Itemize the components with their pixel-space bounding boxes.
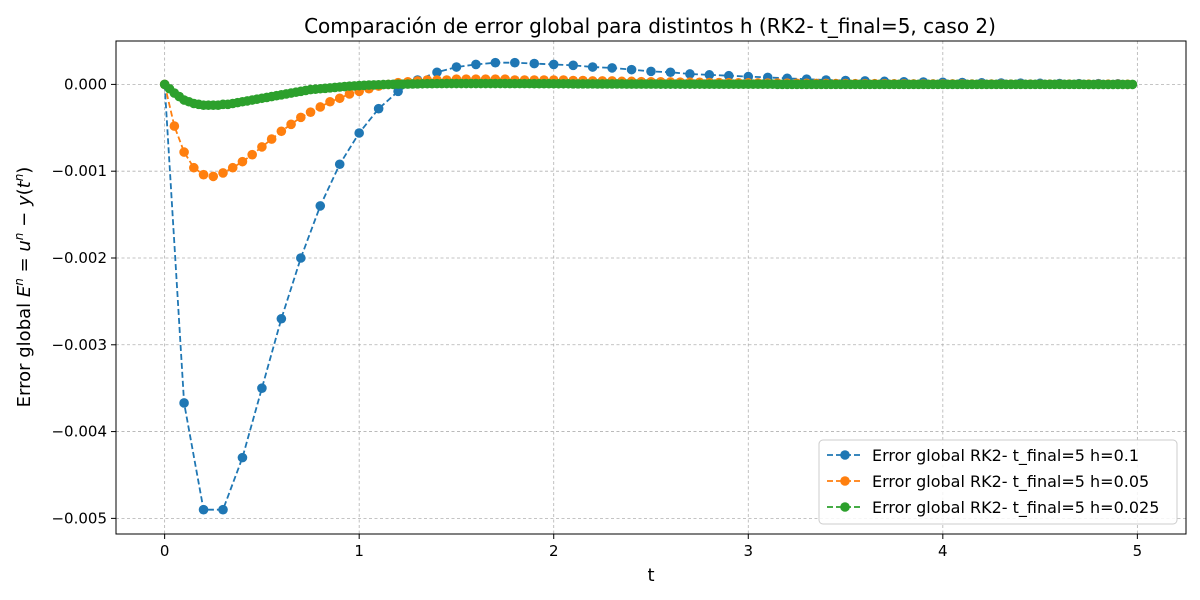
- data-point: [432, 67, 442, 78]
- y-axis-label-minus: −: [14, 206, 35, 233]
- x-tick-label: 1: [354, 542, 364, 560]
- legend-marker: [840, 450, 850, 460]
- series-2: [159, 78, 1138, 111]
- legend-label: Error global RK2- t_final=5 h=0.025: [872, 498, 1159, 518]
- data-point: [218, 504, 228, 515]
- data-point: [218, 168, 228, 178]
- x-tick-label: 5: [1133, 542, 1143, 560]
- data-point: [724, 70, 734, 81]
- legend-label: Error global RK2- t_final=5 h=0.1: [872, 446, 1139, 466]
- data-point: [626, 64, 637, 75]
- data-point: [315, 102, 326, 112]
- data-point: [548, 59, 559, 70]
- data-point: [237, 156, 248, 167]
- x-axis-label: t: [647, 565, 654, 586]
- legend: Error global RK2- t_final=5 h=0.1 Error g…: [818, 439, 1178, 525]
- data-point: [344, 89, 355, 99]
- y-tick-label: −0.004: [51, 423, 107, 441]
- data-point: [198, 504, 209, 515]
- x-tick-label: 0: [160, 542, 170, 560]
- y-axis-label-paren-open: (: [14, 188, 35, 195]
- data-point: [227, 162, 238, 173]
- data-point: [179, 398, 189, 408]
- y-axis-label-E: E: [14, 285, 35, 297]
- legend-item: Error global RK2- t_final=5 h=0.05: [827, 472, 1149, 492]
- data-point: [266, 134, 277, 144]
- legend-marker: [840, 476, 850, 486]
- data-point: [198, 169, 209, 180]
- data-point: [276, 126, 287, 137]
- data-point: [568, 60, 578, 71]
- legend-box: [818, 439, 1178, 525]
- y-axis-label-u: u: [14, 240, 35, 251]
- y-tick-label: −0.001: [51, 162, 107, 180]
- y-axis-label-prefix: Error global: [14, 297, 35, 407]
- data-point: [276, 313, 287, 324]
- data-point: [169, 121, 180, 131]
- data-point: [587, 62, 598, 72]
- data-point: [393, 86, 403, 97]
- series-line: [163, 61, 1118, 511]
- data-point: [510, 57, 520, 68]
- data-point: [646, 66, 656, 77]
- data-point: [373, 103, 384, 114]
- data-point: [704, 70, 715, 80]
- data-point: [257, 142, 267, 152]
- y-axis-label-eq: =: [14, 252, 35, 279]
- y-axis-label-n1: n: [12, 278, 26, 286]
- data-point: [237, 452, 248, 463]
- chart-title: Comparación de error global para distint…: [304, 14, 996, 38]
- x-tick-label: 2: [549, 542, 559, 560]
- data-point: [296, 253, 306, 263]
- data-point: [490, 57, 501, 68]
- data-point: [354, 128, 364, 138]
- data-point: [471, 59, 481, 70]
- y-axis-label-y: y: [14, 195, 35, 207]
- series-layer: [159, 57, 1138, 515]
- data-point: [685, 69, 695, 79]
- x-tick-label: 3: [743, 542, 753, 560]
- y-axis-label-paren-close: ): [14, 167, 35, 174]
- data-point: [607, 63, 617, 73]
- data-point: [247, 149, 257, 160]
- axes: 0 1 2 3 4 5 0.000 −0.001 −0.002 −0.003 −0.004 −0.00…: [51, 75, 1142, 560]
- y-tick-label: −0.002: [51, 249, 107, 267]
- data-point: [305, 107, 316, 117]
- legend-item: Error global RK2- t_final=5 h=0.1: [827, 446, 1139, 466]
- data-point: [189, 162, 199, 173]
- y-axis-label: Error global En = un − y(tn): [12, 167, 35, 408]
- data-point: [665, 67, 676, 78]
- data-point: [286, 119, 296, 130]
- data-point: [325, 96, 335, 107]
- data-point: [208, 171, 219, 182]
- data-point: [451, 62, 462, 72]
- x-tick-label: 4: [938, 542, 948, 560]
- data-point: [1127, 79, 1138, 90]
- data-point: [296, 112, 306, 123]
- legend-label: Error global RK2- t_final=5 h=0.05: [872, 472, 1149, 492]
- data-point: [257, 383, 267, 393]
- data-point: [315, 201, 326, 211]
- legend-marker: [840, 502, 850, 512]
- y-axis-label-n3: n: [12, 174, 26, 182]
- y-tick-label: 0.000: [64, 75, 107, 93]
- data-point: [334, 159, 345, 170]
- data-point: [529, 58, 540, 69]
- data-point: [334, 93, 345, 104]
- plot-frame: [115, 40, 1187, 535]
- data-point: [179, 147, 189, 157]
- y-tick-label: −0.003: [51, 336, 107, 354]
- y-tick-label: −0.005: [51, 509, 107, 527]
- legend-item: Error global RK2- t_final=5 h=0.025: [827, 498, 1159, 518]
- y-axis-label-n2: n: [12, 233, 26, 241]
- y-axis-label-t: t: [14, 180, 35, 188]
